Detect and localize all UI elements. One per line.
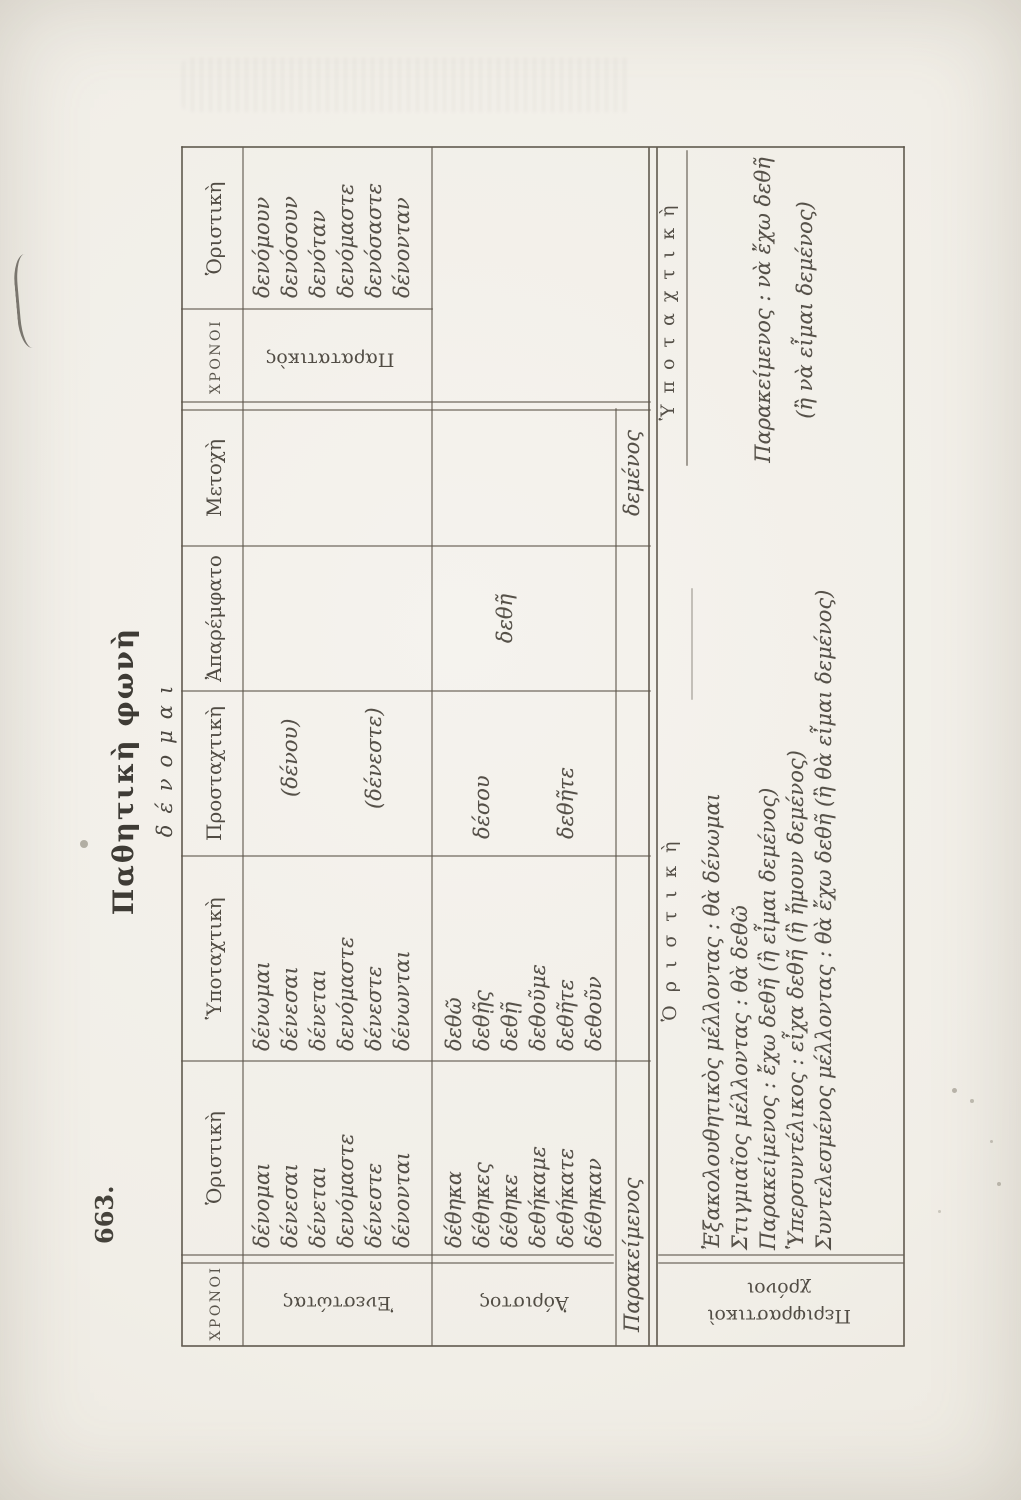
form: δένεσαι (278, 966, 302, 1051)
cell-aorist-subjunctive: δεθῶ δεθῇς δεθῇ δεθοῦμε δεθῆτε δεθοῦν (440, 964, 608, 1051)
speck (997, 1182, 1001, 1186)
rule-col-chronoi-a2 (658, 1262, 904, 1264)
cell-aorist-imperative-sg: δέσου (470, 775, 494, 839)
rule-col-metochi-b (181, 401, 651, 403)
col-header-chronoi: ΧΡΟΝΟΙ (208, 1265, 224, 1341)
cell-aorist-infinitive: δεθῆ (493, 593, 517, 644)
rule-double-periphrastic-a (648, 147, 650, 1346)
speck (938, 1210, 941, 1213)
speck (970, 1099, 974, 1103)
row-label-present: Ἐνεστώτας (282, 1292, 394, 1314)
form: δένωμαι (250, 961, 274, 1051)
col-header-oristiki2: Ὁριστικὴ (202, 181, 226, 276)
table-border-left (181, 1345, 905, 1347)
form: δεθήκαμε (526, 1145, 550, 1248)
speck (990, 1140, 993, 1143)
form: δεθήκατε (554, 1148, 578, 1248)
periphrastic-line: Συντελεσμένος μέλλοντας : θὰ ἔχω δεθῆ (ἢ… (812, 589, 836, 1250)
page-subtitle: δένομαι (153, 674, 177, 838)
cell-present-imperative-sg: (δένου) (278, 718, 302, 797)
row-label-periphrastic-line2: χρόνοι (746, 1278, 812, 1300)
form: δεθῇς (470, 990, 494, 1051)
speck (952, 1088, 957, 1093)
rule-col-prostaktiki (181, 690, 651, 692)
form: δένωνται (390, 950, 414, 1051)
form: δένεστε (362, 965, 386, 1051)
rule-row-aorist-perfect (615, 408, 617, 1346)
row-label-perfect: Παρακείμενος (620, 1177, 644, 1332)
col-header-metochi: Μετοχὴ (202, 438, 226, 518)
table-border-bottom (903, 146, 905, 1346)
form: δεθῇ (498, 1001, 522, 1051)
col-header-ypotaktiki: Ὑποταχτικὴ (202, 897, 226, 1020)
rule-col-chronoi-b (181, 1254, 614, 1256)
form: δενόμαστε (334, 936, 358, 1051)
rule-under-right-subheader (686, 150, 688, 466)
form: δενόμαστε (334, 183, 358, 298)
rule-col-chronoi-a (181, 1262, 614, 1264)
form: δεθοῦν (582, 976, 606, 1051)
form: δένονται (390, 1151, 414, 1248)
form: δέθηκε (498, 1173, 522, 1248)
rule-col-aparemfato (181, 545, 651, 547)
table-border-right (181, 146, 905, 148)
form: δένομαι (250, 1162, 274, 1248)
ink-spot (80, 840, 88, 848)
form: δεθοῦμε (526, 964, 550, 1051)
row-label-aorist: Ἀόριστος (479, 1292, 569, 1314)
cell-aorist-imperative-pl: δεθῆτε (554, 766, 578, 839)
periphrastic-right-line2: (ἢ νὰ εἶμαι δεμένος) (793, 201, 817, 419)
cell-present-subjunctive: δένωμαι δένεσαι δένεται δενόμαστε δένεστ… (248, 937, 416, 1051)
form: δένεστε (362, 1162, 386, 1248)
col-header-chronoi2: ΧΡΟΝΟΙ (208, 318, 224, 395)
form: δέθηκαν (582, 1158, 606, 1248)
form: δένεται (306, 1166, 330, 1248)
periphrastic-left-header: Ὁριστικὴ (659, 828, 681, 1022)
form: δέθηκες (470, 1162, 494, 1248)
form: δένεσαι (278, 1163, 302, 1248)
rule-col-metochi-a (181, 409, 651, 411)
page-title: Παθητικὴ φωνὴ (107, 626, 140, 916)
col-header-aparemfato: Ἀπαρέμφατο (202, 555, 226, 682)
cell-imperfect-indicative: δενόμουν δενόσουν δενόταν δενόμαστε δενό… (248, 183, 416, 298)
form: δενόσουν (278, 196, 302, 298)
rule-col-oristiki (181, 1060, 651, 1062)
rule-header (242, 147, 244, 1346)
periphrastic-line: Ὑπερσυντέλικος : εἶχα δεθῆ (ἢ ἤμουν δεμέ… (784, 750, 808, 1250)
row-label-periphrastic-line1: Περιφραστικοὶ (706, 1305, 852, 1327)
cell-present-imperative-pl: (δένεστε) (362, 707, 386, 809)
periphrastic-left-lines: Ἐξακολουθητικὸς μέλλοντας : θὰ δένωμαι Σ… (690, 589, 836, 1250)
form: δεθῆτε (554, 978, 578, 1051)
periphrastic-line: Ἐξακολουθητικὸς μέλλοντας : θὰ δένωμαι (700, 792, 724, 1250)
page-number: 663. (90, 1185, 119, 1244)
form: δενόσαστε (362, 182, 386, 298)
periphrastic-right-header: Ὑποταχτικὴ (657, 194, 679, 421)
rule-col-chronoi-b2 (658, 1254, 904, 1256)
col-header-oristiki: Ὁριστικὴ (202, 1111, 226, 1205)
form: δεθῶ (442, 997, 466, 1051)
form: δενόμουν (250, 196, 274, 298)
rule-row-present-aorist (431, 147, 433, 1346)
rule-col-ypotaktiki (181, 855, 651, 857)
col-header-prostaktiki: Προσταχτικὴ (202, 706, 226, 841)
cell-present-indicative: δένομαι δένεσαι δένεται δενόμαστε δένεστ… (248, 1134, 416, 1248)
table-border-top (181, 146, 183, 1346)
form: δένεται (306, 969, 330, 1051)
cell-aorist-indicative: δέθηκα δέθηκες δέθηκε δεθήκαμε δεθήκατε … (440, 1146, 608, 1248)
periphrastic-line: Παρακείμενος : ἔχω δεθῆ (ἢ εἶμαι δεμένος… (756, 787, 780, 1250)
form: δέθηκα (442, 1170, 466, 1248)
form: δενόμαστε (334, 1133, 358, 1248)
row-label-periphrastic: Περιφραστικοὶ χρόνοι (659, 1273, 899, 1331)
row-label-imperfect: Παρατατικὸς (265, 348, 395, 371)
form: δένονταν (390, 197, 414, 298)
form: δενόταν (306, 210, 330, 298)
cell-perfect-participle: δεμένος (620, 430, 644, 516)
periphrastic-right-line1: Παρακείμενος : νὰ ἔχω δεθῆ (751, 157, 775, 463)
periphrastic-line: Στιγμιαῖος μέλλοντας : θὰ δεθῶ (728, 905, 752, 1250)
bleedthrough-smudge (182, 58, 632, 112)
